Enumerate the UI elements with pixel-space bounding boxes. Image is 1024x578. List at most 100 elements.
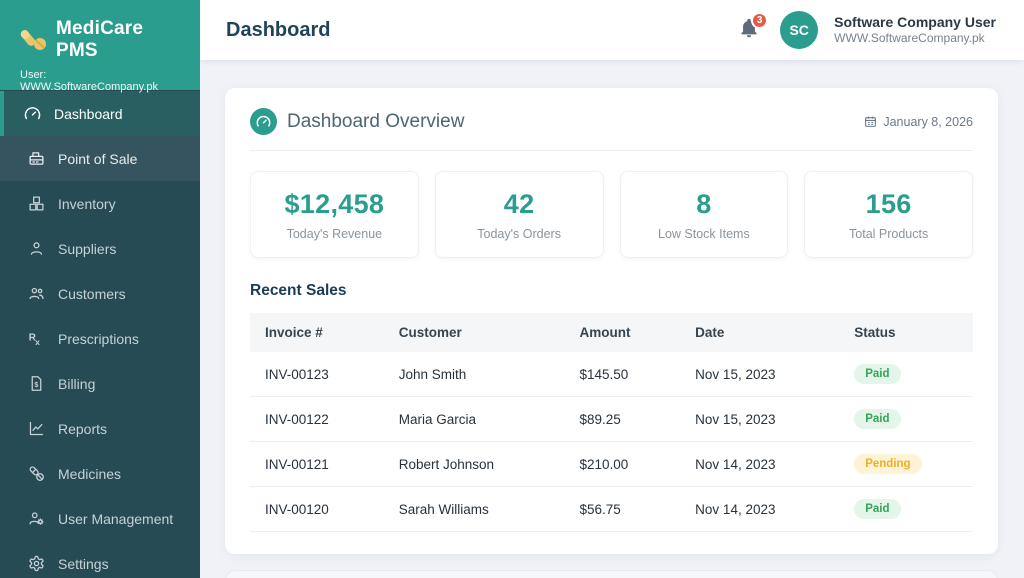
stat-label: Today's Revenue [286, 227, 383, 241]
sidebar-item-reports[interactable]: Reports [0, 406, 200, 451]
cell-invoice: INV-00121 [250, 441, 384, 487]
sidebar-item-customers[interactable]: Customers [0, 271, 200, 316]
svg-text:$: $ [34, 381, 38, 389]
sidebar-item-label: Inventory [58, 195, 116, 212]
stat-todays-revenue: $12,458 Today's Revenue [250, 171, 419, 258]
stat-value: $12,458 [284, 189, 385, 219]
users-icon [28, 285, 45, 302]
stat-label: Low Stock Items [658, 227, 750, 241]
divider [250, 150, 973, 151]
sidebar-nav: Dashboard Point of Sale Inventory Suppli… [0, 90, 200, 578]
cell-date: Nov 15, 2023 [680, 352, 840, 397]
overview-title: Dashboard Overview [287, 110, 465, 132]
cell-date: Nov 14, 2023 [680, 441, 840, 487]
gauge-icon [24, 105, 41, 122]
cell-date: Nov 15, 2023 [680, 396, 840, 442]
invoice-dollar-icon: $ [28, 375, 45, 392]
col-status: Status [839, 313, 973, 352]
cell-amount: $89.25 [564, 396, 681, 442]
sidebar-item-label: User Management [58, 510, 174, 527]
user-menu[interactable]: Software Company User WWW.SoftwareCompan… [834, 14, 996, 47]
col-customer: Customer [383, 313, 565, 352]
cell-customer: Robert Johnson [383, 441, 565, 487]
stat-value: 8 [696, 189, 712, 219]
stat-value: 156 [865, 189, 912, 219]
user-subtitle: WWW.SoftwareCompany.pk [834, 31, 985, 46]
user-name: Software Company User [834, 13, 996, 30]
pills-logo-icon [18, 27, 48, 53]
sidebar-item-point-of-sale[interactable]: Point of Sale [0, 136, 200, 181]
table-header-row: Invoice # Customer Amount Date Status [250, 313, 973, 352]
overview-date-text: January 8, 2026 [883, 114, 973, 129]
cell-date: Nov 14, 2023 [680, 486, 840, 532]
chart-line-icon [28, 420, 45, 437]
table-row: INV-00123 John Smith $145.50 Nov 15, 202… [250, 352, 973, 397]
cell-customer: John Smith [383, 352, 565, 397]
sidebar-item-label: Point of Sale [58, 150, 138, 167]
status-badge: Paid [854, 499, 901, 519]
cell-amount: $145.50 [564, 352, 681, 397]
sidebar-item-dashboard[interactable]: Dashboard [0, 91, 200, 136]
cash-register-icon [28, 150, 45, 167]
sidebar-item-billing[interactable]: $ Billing [0, 361, 200, 406]
gear-icon [28, 555, 45, 572]
sidebar-item-suppliers[interactable]: Suppliers [0, 226, 200, 271]
col-date: Date [680, 313, 840, 352]
dashboard-overview-card: Dashboard Overview January 8, 2026 $12,4… [225, 88, 998, 554]
svg-text:x: x [35, 337, 40, 347]
status-badge: Paid [854, 364, 901, 384]
sidebar-item-label: Customers [58, 285, 126, 302]
stat-label: Total Products [849, 227, 929, 241]
table-row: INV-00122 Maria Garcia $89.25 Nov 15, 20… [250, 396, 973, 442]
table-row: INV-00120 Sarah Williams $56.75 Nov 14, … [250, 486, 973, 532]
brand-user-line: User: WWW.SoftwareCompany.pk [20, 69, 158, 93]
sidebar-item-label: Settings [58, 555, 109, 572]
stat-value: 42 [503, 189, 535, 219]
pills-icon [28, 465, 45, 482]
cell-invoice: INV-00122 [250, 396, 384, 442]
notifications-button[interactable]: 3 [738, 12, 769, 44]
cell-invoice: INV-00120 [250, 486, 384, 532]
overview-gauge-icon [250, 108, 277, 135]
col-invoice: Invoice # [250, 313, 384, 352]
status-badge: Paid [854, 409, 901, 429]
sidebar-item-label: Reports [58, 420, 108, 437]
user-gear-icon [28, 510, 45, 527]
stat-label: Today's Orders [477, 227, 561, 241]
overview-date: January 8, 2026 [864, 115, 973, 129]
calendar-icon [864, 115, 877, 128]
cell-amount: $210.00 [564, 441, 681, 487]
recent-sales-title: Recent Sales [250, 282, 347, 299]
sidebar-item-label: Prescriptions [58, 330, 139, 347]
topbar: Dashboard 3 SC Software Company User WWW… [200, 0, 1024, 60]
status-badge: Pending [854, 454, 922, 474]
sidebar-item-user-management[interactable]: User Management [0, 496, 200, 541]
sidebar-item-settings[interactable]: Settings [0, 541, 200, 578]
sidebar-item-label: Suppliers [58, 240, 117, 257]
recent-sales-table: Invoice # Customer Amount Date Status IN… [250, 313, 973, 532]
page-title: Dashboard [226, 18, 331, 41]
svg-text:R: R [29, 333, 36, 344]
sidebar-item-label: Medicines [58, 465, 122, 482]
table-row: INV-00121 Robert Johnson $210.00 Nov 14,… [250, 441, 973, 487]
sidebar-item-label: Dashboard [54, 105, 123, 122]
sidebar-item-inventory[interactable]: Inventory [0, 181, 200, 226]
stats-row: $12,458 Today's Revenue 42 Today's Order… [250, 171, 973, 258]
cell-customer: Sarah Williams [383, 486, 565, 532]
brand-header: MediCare PMS User: WWW.SoftwareCompany.p… [0, 0, 200, 93]
next-card-peek [225, 570, 998, 578]
user-icon [28, 240, 45, 257]
boxes-icon [28, 195, 45, 212]
cell-invoice: INV-00123 [250, 352, 384, 397]
sidebar-item-label: Billing [58, 375, 96, 392]
cell-amount: $56.75 [564, 486, 681, 532]
stat-todays-orders: 42 Today's Orders [434, 171, 604, 258]
stat-total-products: 156 Total Products [804, 171, 973, 258]
avatar[interactable]: SC [780, 11, 819, 49]
sidebar-item-medicines[interactable]: Medicines [0, 451, 200, 496]
col-amount: Amount [564, 313, 681, 352]
notification-count-badge: 3 [751, 12, 769, 29]
sidebar: MediCare PMS User: WWW.SoftwareCompany.p… [0, 0, 200, 578]
